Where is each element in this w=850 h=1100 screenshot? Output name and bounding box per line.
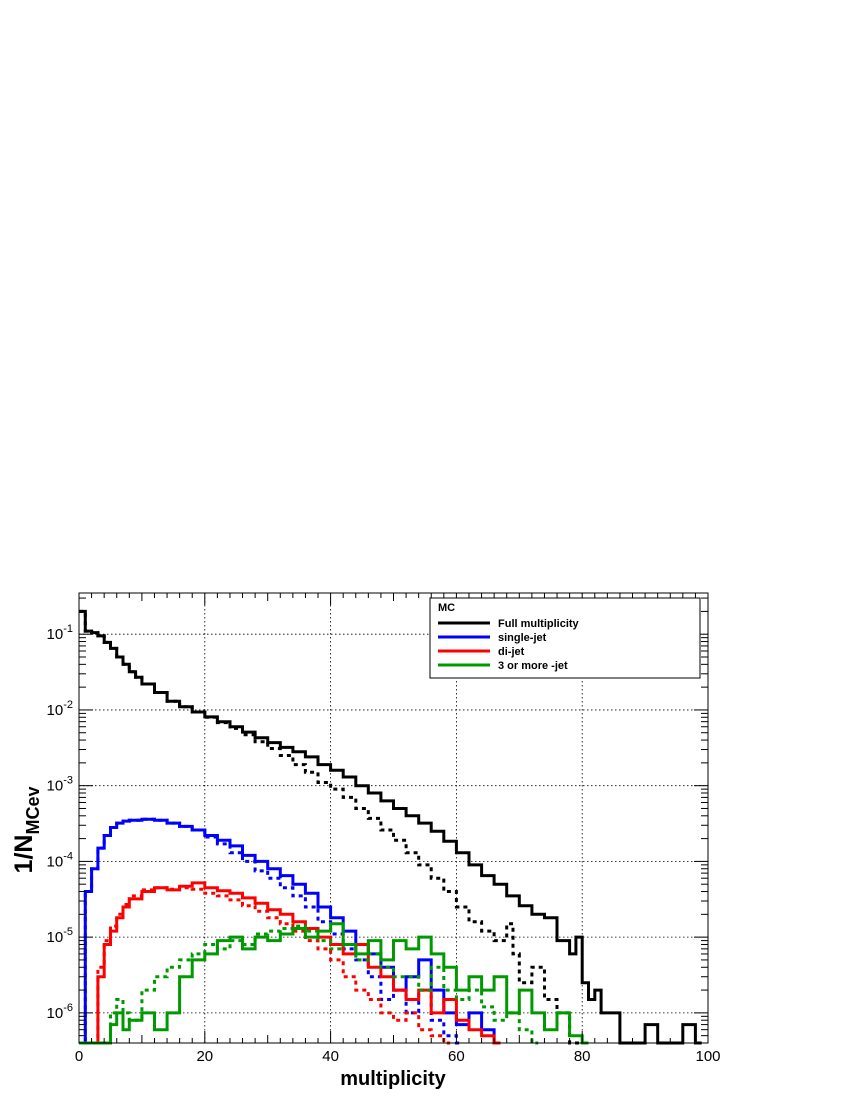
y-axis-title: 1/NMCev: [10, 787, 43, 874]
y-tick-label-exponent: -1: [63, 623, 73, 635]
y-tick-label-base: 10: [47, 626, 64, 643]
legend-label: di-jet: [498, 646, 525, 658]
y-tick-label: 10-2: [47, 699, 73, 719]
y-tick-labels: 10-610-510-410-310-210-1: [47, 623, 73, 1022]
legend-label: single-jet: [498, 632, 547, 644]
x-tick-labels: 0 20 40 60 80 100: [75, 1048, 721, 1065]
y-tick-label: 10-1: [47, 623, 73, 643]
series-5-dotted-line: [79, 886, 451, 1045]
series-2-solid-line: [79, 817, 501, 1045]
legend: MC Full multiplicity single-jet di-jet 3 or…: [429, 597, 701, 679]
y-tick-label-base: 10: [47, 929, 64, 946]
y-tick-label-exponent: -3: [63, 775, 73, 787]
y-tick-label: 10-6: [47, 1002, 73, 1022]
y-tick-label-exponent: -2: [63, 699, 73, 711]
legend-label: 3 or more -jet: [498, 660, 568, 672]
x-tick-label: 80: [574, 1048, 591, 1065]
y-tick-label-base: 10: [47, 778, 64, 795]
legend-title: MC: [438, 602, 455, 614]
y-tick-label-base: 10: [47, 853, 64, 870]
x-tick-label: 0: [75, 1048, 83, 1065]
y-tick-label: 10-4: [47, 850, 73, 870]
y-tick-label-exponent: -4: [63, 850, 73, 862]
x-tick-label: 100: [695, 1048, 720, 1065]
legend-entries: Full multiplicity single-jet di-jet 3 or mo…: [438, 618, 580, 672]
y-tick-label: 10-3: [47, 775, 73, 795]
y-tick-label: 10-5: [47, 926, 73, 946]
x-tick-label: 40: [322, 1048, 339, 1065]
y-tick-label-base: 10: [47, 1005, 64, 1022]
x-axis-title: multiplicity: [340, 1068, 446, 1090]
y-axis-title-main: 1/N: [10, 835, 38, 874]
series-7-dotted-line: [79, 924, 539, 1045]
series-layer: [79, 609, 702, 1045]
y-tick-label-exponent: -5: [63, 926, 73, 938]
series-0-solid-line: [79, 609, 702, 1045]
y-tick-label-base: 10: [47, 702, 64, 719]
x-tick-label: 20: [196, 1048, 213, 1065]
legend-label: Full multiplicity: [498, 618, 580, 630]
y-axis-title-subscript: MCev: [23, 787, 43, 835]
series-6-solid-line: [79, 922, 589, 1045]
series-3-dotted-line: [79, 817, 463, 1045]
y-tick-label-exponent: -6: [63, 1002, 73, 1014]
series-1-dotted-line: [79, 609, 589, 1045]
x-tick-label: 60: [448, 1048, 465, 1065]
axis-ticks: [78, 593, 709, 1044]
